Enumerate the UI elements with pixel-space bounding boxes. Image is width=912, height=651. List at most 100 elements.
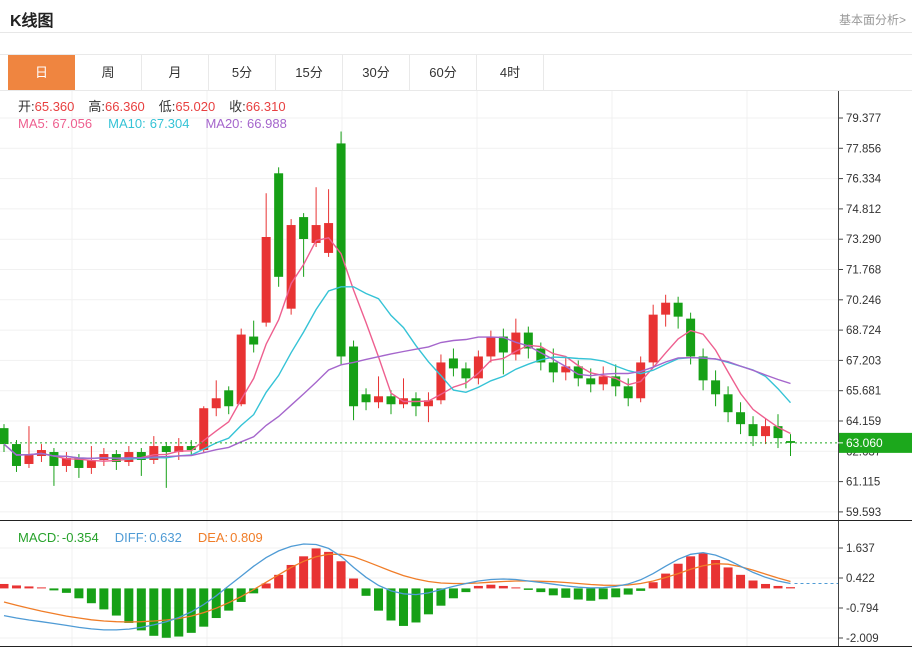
macd-bar [236,588,246,602]
macd-bar [636,588,646,591]
ma-info-row: MA5: 67.056 MA10: 67.304 MA20: 66.988 [18,116,303,131]
candle [24,426,34,468]
macd-bar [11,585,21,589]
candle [361,388,371,411]
high-label: 高: [88,99,106,114]
ma10-line [3,286,792,460]
candle [161,442,171,488]
diff-label: DIFF: [114,530,148,545]
macd-bar [748,580,758,589]
tab-30分[interactable]: 30分 [343,55,410,90]
macd-bar [648,582,658,589]
candles-layer [0,131,795,488]
candle [461,362,471,389]
macd-bar [773,585,783,589]
candle [598,366,608,391]
tab-4时[interactable]: 4时 [477,55,544,90]
candle [336,131,346,365]
macd-bar [149,588,159,636]
tab-周[interactable]: 周 [75,55,142,90]
close-label: 收: [229,99,246,114]
axis-tick-label: 61.115 [846,477,880,489]
tab-日[interactable]: 日 [8,55,75,90]
axis-tick-label: 70.246 [846,295,881,307]
ma20-line [3,336,791,460]
macd-bar [36,587,46,589]
macd-label: MACD: [18,530,60,545]
candle [11,440,21,472]
candle [623,378,633,407]
macd-bar [473,585,483,589]
ma10-value: 67.304 [149,116,190,131]
macd-lines-layer [3,543,838,631]
dea-label: DEA: [197,530,229,545]
axis-tick-label: 79.377 [846,113,881,125]
candle [186,440,196,457]
candle [261,193,271,327]
fundamental-analysis-link[interactable]: 基本面分析> [838,13,906,27]
candle [274,167,284,287]
close-value: 66.310 [245,99,286,114]
macd-bar [99,588,109,610]
candle [0,424,9,453]
candle [398,378,408,409]
macd-bar [661,573,671,589]
candle [199,406,209,453]
tab-5分[interactable]: 5分 [209,55,276,90]
tab-15分[interactable]: 15分 [276,55,343,90]
candle [149,436,159,464]
macd-bar [299,556,309,589]
ma5-line [3,237,791,462]
macd-bar [761,583,771,589]
macd-bar [374,588,384,611]
candle [86,446,96,474]
axis-tick-label: 0.422 [846,573,875,585]
candle [561,356,571,381]
axis-tick-label: 65.681 [846,386,881,398]
open-value: 65.360 [34,99,75,114]
candle [299,213,309,277]
macd-bar [0,583,9,589]
candle [648,304,658,367]
candle [411,392,421,417]
ma5-label: MA5: [18,116,49,131]
macd-bar [785,587,795,589]
axis-tick-label: 77.856 [846,143,881,155]
axis-tick-label: 71.768 [846,264,881,276]
tab-60分[interactable]: 60分 [410,55,477,90]
macd-bar [586,588,596,601]
macd-bar [61,588,71,593]
macd-bar [698,553,708,589]
open-label: 开: [18,99,35,114]
ma20-label: MA20: [205,116,244,131]
current-price-tag: 63.060 [838,432,912,453]
macd-bar [511,587,521,589]
candle [473,350,483,385]
page-title: K线图 [10,13,54,30]
macd-bar [349,578,359,589]
candle [99,448,109,466]
ma5-value: 67.056 [52,116,93,131]
candle [523,326,533,359]
candle [448,348,458,377]
macd-bar [211,588,221,619]
axis-tick-label: -2.009 [846,633,879,645]
macd-bar [286,564,296,589]
candle [673,296,683,329]
tab-月[interactable]: 月 [142,55,209,90]
dea-line [3,553,791,623]
macd-bar [486,584,496,589]
candle [698,348,708,391]
macd-bar [548,588,558,596]
macd-bar [361,588,371,596]
candle [324,189,334,257]
candle [174,438,184,460]
candle [511,318,521,361]
candle [661,294,671,327]
candle [611,364,621,397]
candle [286,219,296,315]
macd-bar [224,588,234,611]
dea-value: 0.809 [230,530,263,545]
macd-bar [436,588,446,606]
macd-bar [311,548,321,589]
